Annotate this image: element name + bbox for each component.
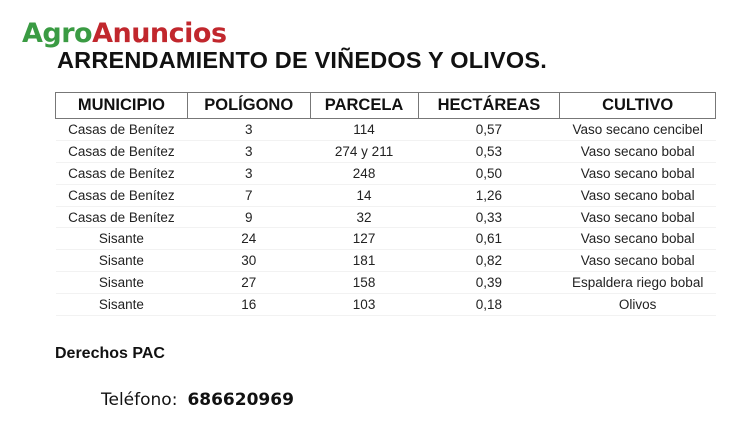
table-row: Casas de Benítez 7 14 1,26 Vaso secano bobal bbox=[55, 184, 716, 207]
table-cell: 9 bbox=[187, 206, 311, 229]
column-header: HECTÁREAS bbox=[417, 92, 561, 119]
table-cell: 0,39 bbox=[418, 271, 560, 295]
table-header: MUNICIPIO POLÍGONO PARCELA HECTÁREAS CULTIVO bbox=[55, 92, 716, 119]
table-row: Sisante 27 158 0,39 Espaldera riego bobal bbox=[55, 271, 716, 295]
table-row: Casas de Benítez 3 248 0,50 Vaso secano boba… bbox=[55, 162, 716, 185]
column-header: MUNICIPIO bbox=[55, 92, 188, 119]
table-cell: Vaso secano bobal bbox=[559, 249, 716, 273]
logo-anuncios: Anuncios bbox=[92, 18, 227, 49]
table-cell: Sisante bbox=[55, 293, 188, 317]
table-cell: 30 bbox=[187, 249, 311, 273]
table-cell: 274 y 211 bbox=[310, 140, 418, 163]
table-cell: 32 bbox=[310, 206, 418, 229]
table-cell: Sisante bbox=[55, 249, 188, 273]
column-header: POLÍGONO bbox=[186, 92, 311, 119]
table-row: Casas de Benítez 3 114 0,57 Vaso secano cenc… bbox=[55, 118, 716, 141]
table-cell: 103 bbox=[310, 293, 418, 317]
table-cell: 7 bbox=[187, 184, 311, 207]
table-cell: 0,18 bbox=[418, 293, 560, 317]
table-cell: Vaso secano bobal bbox=[559, 184, 716, 207]
table-cell: 0,82 bbox=[418, 249, 560, 273]
table-cell: Casas de Benítez bbox=[55, 206, 188, 229]
table-cell: Casas de Benítez bbox=[55, 184, 188, 207]
table-cell: 0,33 bbox=[418, 206, 560, 229]
table-cell: 158 bbox=[310, 271, 418, 295]
table-cell: 3 bbox=[187, 140, 311, 163]
table-cell: Vaso secano cencibel bbox=[559, 118, 716, 141]
parcel-table: MUNICIPIO POLÍGONO PARCELA HECTÁREAS CULTIVO… bbox=[55, 92, 716, 317]
table-cell: Vaso secano bobal bbox=[559, 206, 716, 229]
table-cell: 127 bbox=[310, 227, 418, 251]
table-cell: 1,26 bbox=[418, 184, 560, 207]
table-row: Casas de Benítez 9 32 0,33 Vaso secano bobal bbox=[55, 206, 716, 229]
table-cell: Sisante bbox=[55, 227, 188, 251]
table-cell: 181 bbox=[310, 249, 418, 273]
table-cell: Casas de Benítez bbox=[55, 118, 188, 141]
derechos-pac: Derechos PAC bbox=[55, 345, 165, 362]
table-row: Sisante 30 181 0,82 Vaso secano bobal bbox=[55, 249, 716, 273]
table-cell: Vaso secano bobal bbox=[559, 140, 716, 163]
table-cell: 27 bbox=[187, 271, 311, 295]
table-row: Sisante 24 127 0,61 Vaso secano bobal bbox=[55, 227, 716, 251]
table-cell: 0,50 bbox=[418, 162, 560, 185]
phone: Teléfono: 686620969 bbox=[101, 390, 294, 410]
logo-agro: Agro bbox=[22, 18, 93, 49]
column-header: CULTIVO bbox=[559, 92, 716, 119]
phone-number[interactable]: 686620969 bbox=[187, 390, 294, 410]
table-cell: 3 bbox=[187, 118, 311, 141]
table-cell: Casas de Benítez bbox=[55, 162, 188, 185]
agroanuncios-logo: AgroAnuncios bbox=[22, 17, 227, 51]
table-cell: 3 bbox=[187, 162, 311, 185]
table-cell: 0,53 bbox=[418, 140, 560, 163]
table-cell: 14 bbox=[310, 184, 418, 207]
table-cell: Espaldera riego bobal bbox=[559, 271, 716, 295]
table-cell: Vaso secano bobal bbox=[559, 162, 716, 185]
table-cell: 0,57 bbox=[418, 118, 560, 141]
phone-label: Teléfono: bbox=[101, 390, 178, 410]
table-cell: Vaso secano bobal bbox=[559, 227, 716, 251]
column-header: PARCELA bbox=[309, 92, 419, 119]
table-cell: 16 bbox=[187, 293, 311, 317]
table-cell: Casas de Benítez bbox=[55, 140, 188, 163]
table-cell: 24 bbox=[187, 227, 311, 251]
table-row: Sisante 16 103 0,18 Olivos bbox=[55, 293, 716, 317]
table-cell: Olivos bbox=[559, 293, 716, 317]
page-title: ARRENDAMIENTO DE VIÑEDOS Y OLIVOS. bbox=[57, 47, 547, 73]
table-body: Casas de Benítez 3 114 0,57 Vaso secano cenc… bbox=[55, 118, 716, 317]
table-cell: 114 bbox=[310, 118, 418, 141]
table-row: Casas de Benítez 3 274 y 211 0,53 Vaso secan… bbox=[55, 140, 716, 163]
table-cell: Sisante bbox=[55, 271, 188, 295]
table-cell: 0,61 bbox=[418, 227, 560, 251]
table-cell: 248 bbox=[310, 162, 418, 185]
